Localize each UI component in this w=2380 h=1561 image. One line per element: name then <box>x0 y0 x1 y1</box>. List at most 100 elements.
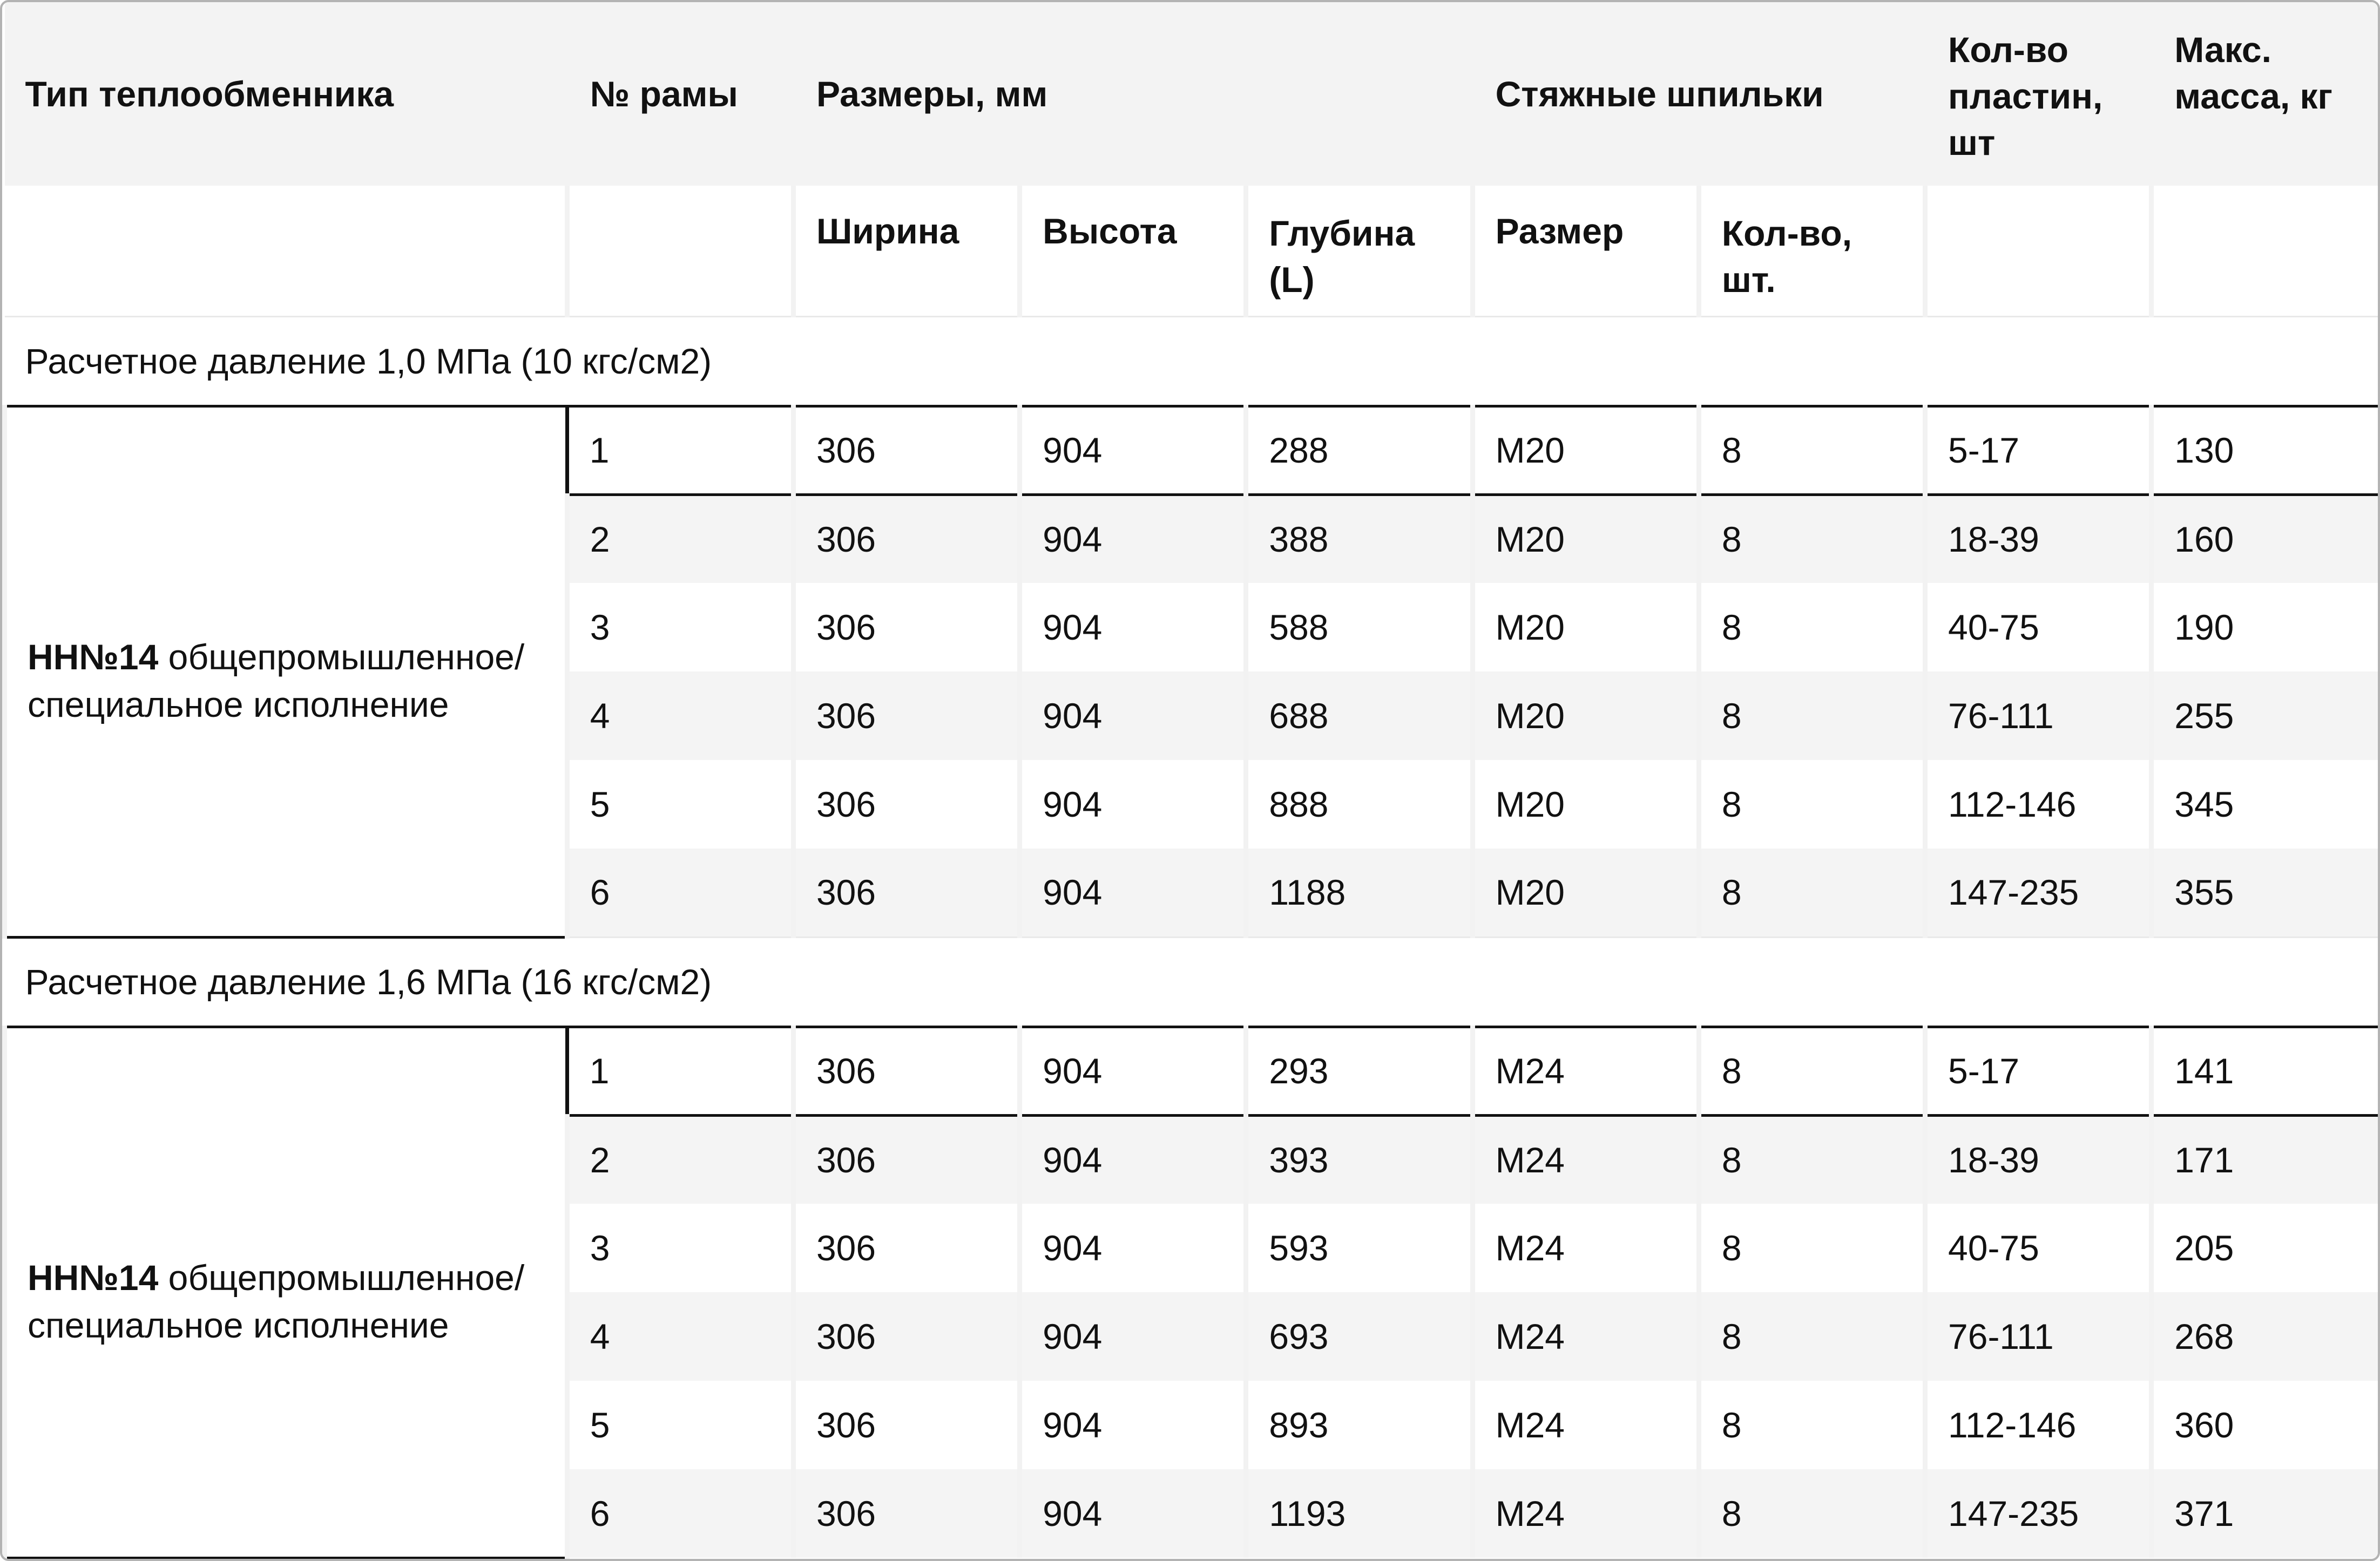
cell-depth: 588 <box>1243 583 1473 671</box>
cell-stud-qty: 8 <box>1696 1381 1925 1469</box>
cell-frame: 5 <box>564 760 794 849</box>
cell-width: 306 <box>790 1115 1020 1204</box>
table-row: НН№14 общепромышленное/ специальное испо… <box>2 404 2378 939</box>
cell-mass: 371 <box>2149 1469 2378 1558</box>
col-header-stud-qty: Кол-во, шт. <box>1696 186 1925 317</box>
cell-frame: 3 <box>564 1204 794 1292</box>
col-header-dimensions: Размеры, мм <box>790 2 1473 186</box>
cell-width: 306 <box>790 760 1020 849</box>
cell-height: 904 <box>1017 1115 1246 1204</box>
cell-plates: 76-111 <box>1923 1292 2152 1381</box>
cell-plates: 76-111 <box>1923 671 2152 760</box>
section-row: Расчетное давление 1,6 МПа (16 кгс/см2) <box>4 936 2378 1028</box>
table-row: 6 306 904 1188 М20 8 147-235 355 <box>5 849 2378 937</box>
cell-frame: 2 <box>564 494 794 583</box>
cell-height: 904 <box>1017 1469 1246 1558</box>
cell-depth: 1188 <box>1243 849 1473 937</box>
col-header-mass: Макс. масса, кг <box>2149 2 2378 186</box>
cell-frame: 6 <box>564 849 794 937</box>
table-row: 5 306 904 888 М20 8 112-146 345 <box>5 760 2378 849</box>
cell-stud-size: М20 <box>1470 404 1699 496</box>
cell-width: 306 <box>790 583 1020 671</box>
cell-width: 306 <box>790 1381 1020 1469</box>
cell-stud-qty: 8 <box>1696 671 1925 760</box>
cell-stud-size: М20 <box>1470 671 1699 760</box>
cell-depth: 388 <box>1243 494 1473 583</box>
cell-width: 306 <box>790 1025 1020 1117</box>
cell-depth: 293 <box>1243 1025 1473 1117</box>
cell-width: 306 <box>790 404 1020 496</box>
col-header-type: Тип теплообменника <box>4 2 567 186</box>
exchanger-model: НН№14 <box>28 636 159 677</box>
cell-depth: 593 <box>1243 1204 1473 1292</box>
cell-depth: 693 <box>1243 1292 1473 1381</box>
cell-stud-qty: 8 <box>1696 760 1925 849</box>
cell-height: 904 <box>1017 1292 1246 1381</box>
cell-width: 306 <box>790 849 1020 937</box>
cell-plates: 18-39 <box>1923 494 2152 583</box>
cell-frame: 1 <box>565 1025 794 1117</box>
cell-plates: 40-75 <box>1923 1204 2152 1292</box>
cell-mass: 160 <box>2149 494 2378 583</box>
cell-depth: 888 <box>1243 760 1473 849</box>
cell-depth: 288 <box>1243 404 1473 496</box>
cell-mass: 355 <box>2149 849 2378 937</box>
col-header-studs: Стяжные шпильки <box>1470 2 1925 186</box>
table-row: 3 306 904 593 М24 8 40-75 205 <box>5 1204 2378 1292</box>
col-header-frame: № рамы <box>564 2 794 186</box>
subheader-empty-type <box>4 186 567 317</box>
cell-frame: 6 <box>564 1469 794 1558</box>
exchanger-description: общепромышленное/ специальное исполнение <box>28 1257 525 1345</box>
cell-depth: 688 <box>1243 671 1473 760</box>
cell-plates: 5-17 <box>1923 1025 2152 1117</box>
cell-stud-qty: 8 <box>1696 1115 1925 1204</box>
table-row: 4 306 904 693 М24 8 76-111 268 <box>5 1292 2378 1381</box>
table-header: Тип теплообменника № рамы Размеры, мм Ст… <box>4 2 2378 317</box>
cell-plates: 18-39 <box>1923 1115 2152 1204</box>
cell-mass: 130 <box>2149 404 2378 496</box>
section-title: Расчетное давление 1,6 МПа (16 кгс/см2) <box>4 936 2378 1028</box>
cell-height: 904 <box>1017 671 1246 760</box>
cell-plates: 40-75 <box>1923 583 2152 671</box>
cell-stud-size: М24 <box>1470 1115 1699 1204</box>
cell-plates: 147-235 <box>1923 1469 2152 1558</box>
pressure-group-10: Расчетное давление 1,0 МПа (10 кгс/см2) … <box>2 315 2378 939</box>
cell-width: 306 <box>790 1204 1020 1292</box>
cell-stud-size: М20 <box>1470 583 1699 671</box>
cell-height: 904 <box>1017 583 1246 671</box>
cell-frame: 2 <box>564 1115 794 1204</box>
cell-height: 904 <box>1017 1025 1246 1117</box>
cell-frame: 4 <box>564 1292 794 1381</box>
cell-plates: 112-146 <box>1923 760 2152 849</box>
cell-stud-size: М24 <box>1470 1469 1699 1558</box>
cell-stud-qty: 8 <box>1696 1469 1925 1558</box>
cell-mass: 171 <box>2149 1115 2378 1204</box>
cell-depth: 893 <box>1243 1381 1473 1469</box>
cell-stud-qty: 8 <box>1696 1204 1925 1292</box>
cell-mass: 345 <box>2149 760 2378 849</box>
section-title: Расчетное давление 1,0 МПа (10 кгс/см2) <box>4 315 2378 407</box>
table-row: НН№14 общепромышленное/ специальное испо… <box>2 1025 2378 1559</box>
exchanger-description: общепромышленное/ специальное исполнение <box>28 636 525 724</box>
cell-frame: 3 <box>564 583 794 671</box>
subheader-empty-plates <box>1923 186 2152 317</box>
exchanger-type-cell: НН№14 общепромышленное/ специальное испо… <box>2 1025 567 1559</box>
subheader-empty-mass <box>2149 186 2378 317</box>
cell-mass: 205 <box>2149 1204 2378 1292</box>
cell-height: 904 <box>1017 1204 1246 1292</box>
cell-stud-size: М20 <box>1470 760 1699 849</box>
cell-depth: 393 <box>1243 1115 1473 1204</box>
table-row: 2 306 904 388 М20 8 18-39 160 <box>5 494 2378 583</box>
cell-height: 904 <box>1017 494 1246 583</box>
cell-width: 306 <box>790 1292 1020 1381</box>
subheader-empty-frame <box>564 186 794 317</box>
exchanger-model: НН№14 <box>28 1257 159 1298</box>
cell-stud-size: М24 <box>1470 1025 1699 1117</box>
cell-stud-size: М24 <box>1470 1204 1699 1292</box>
cell-width: 306 <box>790 1469 1020 1558</box>
table-row: 3 306 904 588 М20 8 40-75 190 <box>5 583 2378 671</box>
cell-stud-qty: 8 <box>1696 849 1925 937</box>
header-row-subcolumns: Ширина Высота Глубина (L) Размер Кол-во,… <box>4 186 2378 317</box>
